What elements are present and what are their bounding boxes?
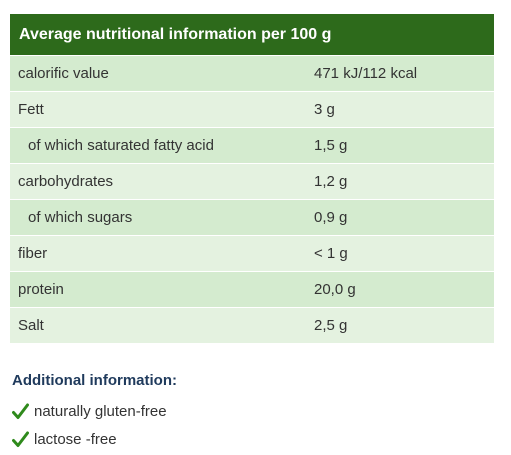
- check-icon: [12, 431, 29, 447]
- table-title: Average nutritional information per 100 …: [10, 14, 494, 56]
- nutrient-name: carbohydrates: [10, 163, 311, 200]
- table-row: protein 20,0 g: [10, 271, 494, 308]
- nutrient-name: fiber: [10, 235, 311, 272]
- info-item: naturally gluten-free: [12, 397, 177, 425]
- table-row: Salt 2,5 g: [10, 307, 494, 343]
- nutrient-name: of which sugars: [10, 199, 311, 236]
- nutrient-value: 2,5 g: [311, 307, 494, 343]
- additional-info: Additional information: naturally gluten…: [12, 372, 177, 453]
- table-row: fiber < 1 g: [10, 235, 494, 272]
- table-row: of which saturated fatty acid 1,5 g: [10, 127, 494, 164]
- item-text: lactose -free: [34, 430, 117, 448]
- table-row: Fett 3 g: [10, 91, 494, 128]
- nutrient-value: 471 kJ/112 kcal: [311, 55, 494, 92]
- nutrient-name: of which saturated fatty acid: [10, 127, 311, 164]
- check-icon: [12, 403, 29, 419]
- nutrient-name: protein: [10, 271, 311, 308]
- table-row: calorific value 471 kJ/112 kcal: [10, 55, 494, 92]
- nutrient-name: Salt: [10, 307, 311, 343]
- nutrient-value: < 1 g: [311, 235, 494, 272]
- item-text: naturally gluten-free: [34, 402, 167, 420]
- nutrient-value: 1,2 g: [311, 163, 494, 200]
- nutrient-value: 0,9 g: [311, 199, 494, 236]
- info-item: lactose -free: [12, 425, 177, 453]
- nutrient-name: calorific value: [10, 55, 311, 92]
- item-list: naturally gluten-free lactose -free: [12, 397, 177, 453]
- table-row: carbohydrates 1,2 g: [10, 163, 494, 200]
- nutrient-value: 3 g: [311, 91, 494, 128]
- nutrient-value: 1,5 g: [311, 127, 494, 164]
- table-row: of which sugars 0,9 g: [10, 199, 494, 236]
- nutrient-name: Fett: [10, 91, 311, 128]
- nutrient-value: 20,0 g: [311, 271, 494, 308]
- additional-title: Additional information:: [12, 372, 177, 389]
- nutrition-table: Average nutritional information per 100 …: [10, 14, 494, 343]
